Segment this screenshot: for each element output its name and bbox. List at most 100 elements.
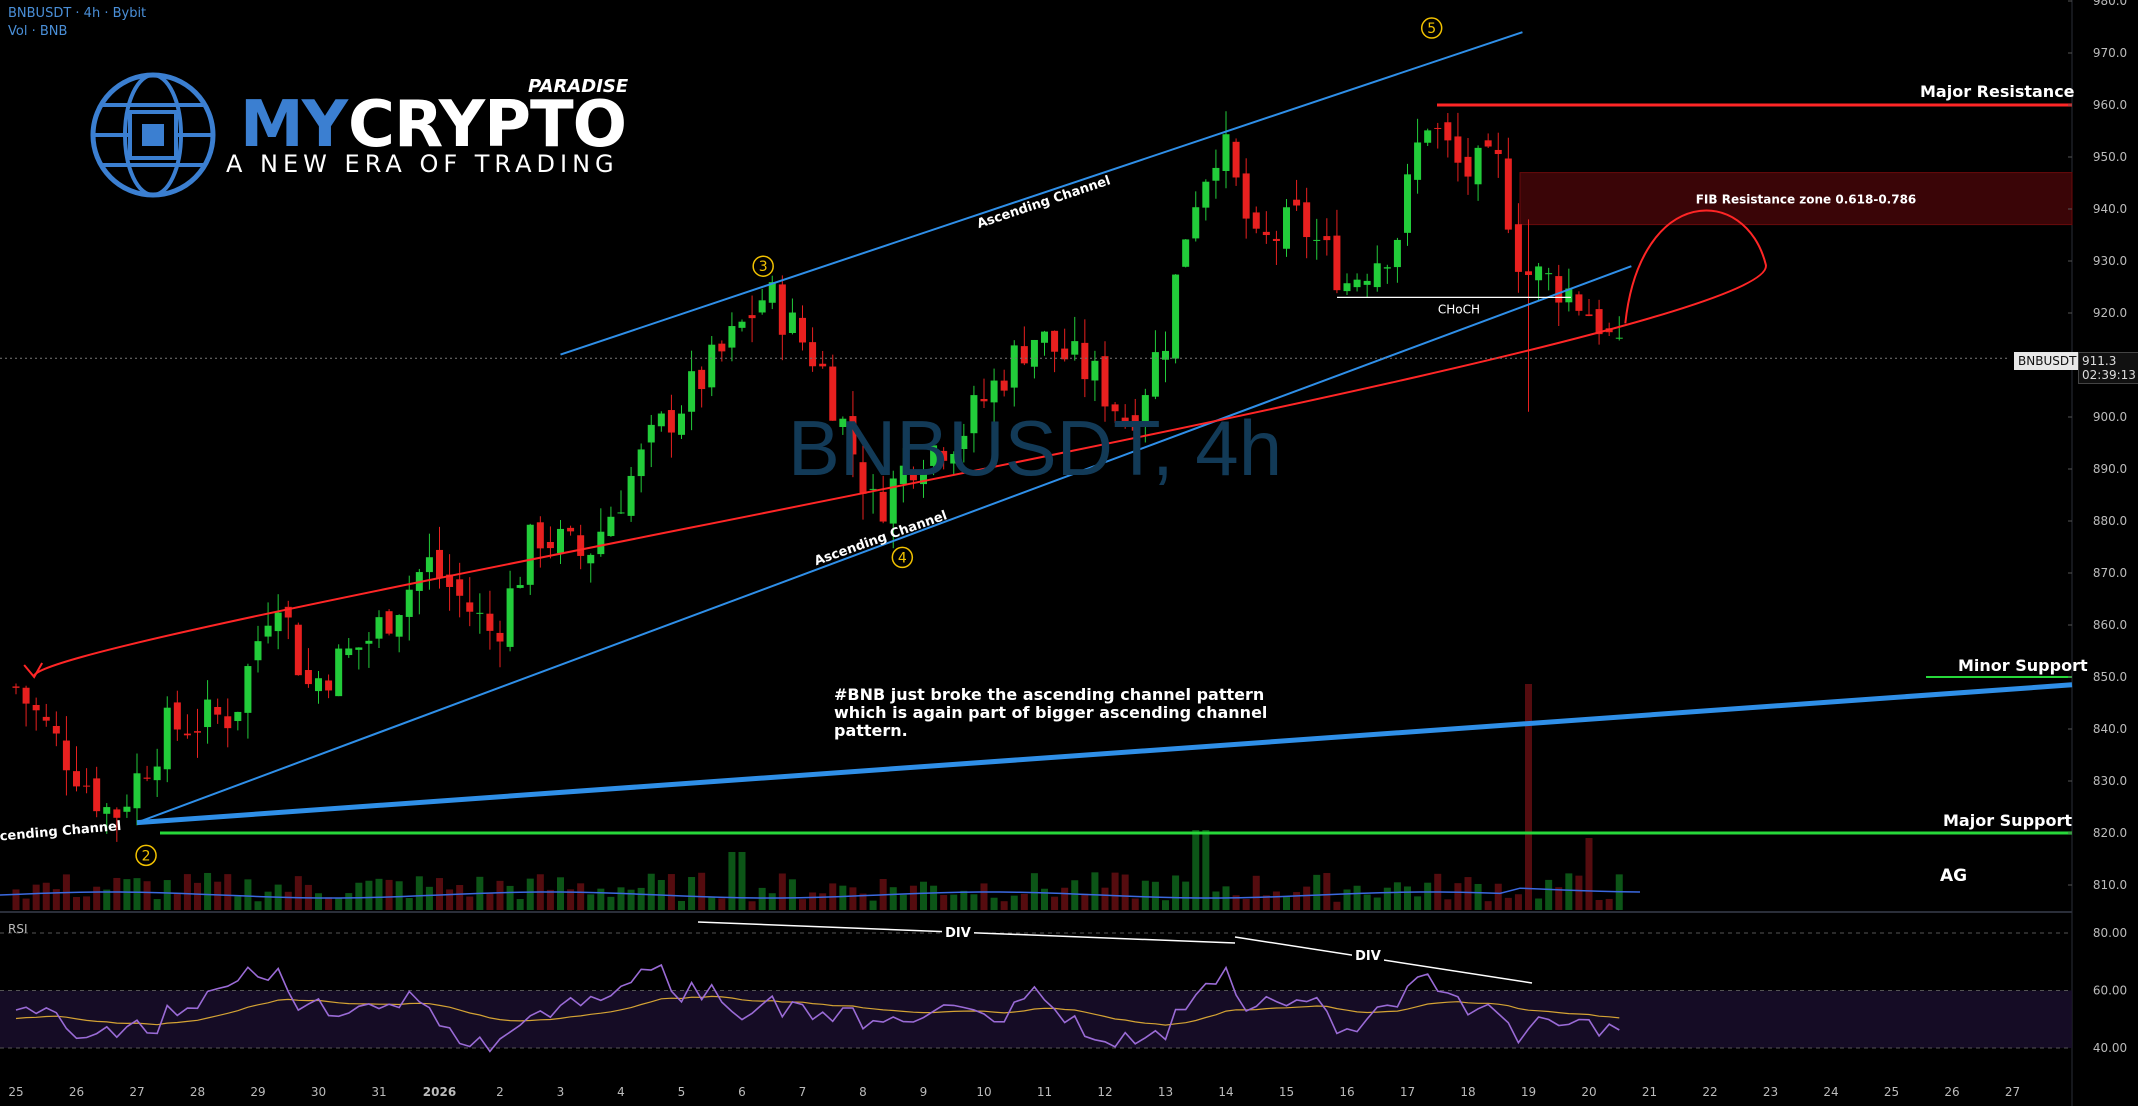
candle-body — [1222, 134, 1230, 171]
candle-body — [1051, 330, 1059, 352]
candle-body — [1111, 404, 1119, 412]
volume-bar — [325, 897, 333, 910]
candle — [899, 447, 907, 503]
candle-body — [1504, 158, 1512, 230]
candle-body — [1474, 147, 1482, 185]
candle — [123, 794, 131, 818]
candle — [1010, 340, 1018, 407]
volume-bar — [1363, 894, 1371, 910]
volume-bar — [607, 896, 615, 910]
candle — [304, 648, 312, 688]
rsi-band — [0, 990, 2072, 1048]
price-tick: 960.0 — [2093, 98, 2127, 112]
volume-bar — [315, 893, 322, 910]
candle-body — [1545, 273, 1553, 275]
price-tick: 830.0 — [2093, 774, 2127, 788]
volume-bar — [1565, 873, 1573, 910]
wave-number: 5 — [1427, 21, 1436, 37]
volume-bar — [950, 894, 958, 910]
candle — [970, 385, 978, 453]
candle — [466, 577, 474, 627]
rsi-ma-line — [15, 995, 1620, 1026]
volume-bar — [194, 882, 201, 910]
candle — [1343, 273, 1351, 295]
volume-bar — [718, 898, 726, 910]
candle-body — [1444, 122, 1452, 141]
volume-bar — [587, 894, 595, 910]
volume-bar — [647, 873, 655, 910]
candle-body — [536, 522, 544, 549]
volume-bar — [496, 880, 504, 910]
wave-label: 5 — [1420, 17, 1443, 39]
volume-bar — [1111, 872, 1119, 910]
candle — [365, 632, 373, 668]
candle-body — [768, 282, 776, 303]
volume-bar — [1504, 897, 1512, 910]
candle-body — [960, 435, 968, 450]
volume-bar — [577, 883, 585, 910]
candle — [1131, 398, 1139, 438]
volume-bar — [1555, 887, 1563, 910]
candle-body — [1565, 288, 1573, 303]
volume-bar — [1272, 891, 1280, 910]
candle — [1182, 239, 1190, 268]
candle-body — [1131, 415, 1139, 431]
volume-bar — [103, 889, 111, 910]
candle-body — [163, 707, 171, 770]
volume-bar — [1071, 880, 1079, 910]
candle — [1151, 330, 1159, 400]
last-price-box: 911.3 02:39:13 — [2078, 352, 2138, 384]
candle — [486, 590, 494, 650]
volume-bar — [768, 893, 776, 910]
candle-body — [1585, 314, 1593, 317]
volume-bar — [204, 872, 212, 910]
candle — [657, 411, 665, 432]
candle-body — [1041, 331, 1048, 343]
candle — [1535, 262, 1543, 302]
candle — [708, 336, 716, 397]
volume-bar — [1192, 830, 1200, 910]
candle — [194, 708, 201, 758]
candle — [637, 443, 645, 493]
volume-bar — [244, 879, 252, 910]
candle-body — [940, 450, 948, 461]
volume-bar — [667, 874, 675, 910]
price-tick: 860.0 — [2093, 618, 2127, 632]
volume-bar — [83, 896, 91, 910]
volume-bar — [1101, 887, 1109, 910]
candle-body — [1333, 235, 1341, 291]
volume-bar — [1131, 898, 1139, 910]
candle — [788, 298, 796, 335]
price-tick: 940.0 — [2093, 202, 2127, 216]
time-tick: 11 — [1037, 1085, 1052, 1099]
candle-body — [516, 585, 524, 588]
candle-body — [405, 589, 413, 617]
candle-body — [133, 773, 141, 809]
volume-bar — [1333, 901, 1341, 910]
rsi-tick: 40.00 — [2093, 1041, 2127, 1055]
candle — [647, 414, 655, 468]
volume-bar — [264, 891, 272, 910]
candle-body — [1081, 342, 1089, 380]
candle — [1373, 245, 1381, 292]
candle — [1484, 133, 1492, 149]
candle — [678, 405, 685, 439]
candle-body — [1162, 350, 1169, 360]
candle — [980, 378, 988, 408]
volume-bar — [365, 880, 373, 910]
candle-body — [506, 588, 514, 647]
volume-bar — [799, 899, 806, 910]
candle — [1071, 316, 1079, 361]
time-tick: 16 — [1339, 1085, 1354, 1099]
candle-body — [879, 491, 887, 522]
volume-bar — [375, 878, 383, 910]
time-tick: 8 — [859, 1085, 867, 1099]
volume-bar — [1575, 875, 1583, 910]
candle-body — [113, 809, 121, 818]
volume-bar — [1141, 880, 1149, 910]
volume-bar — [113, 877, 121, 910]
candle-body — [587, 554, 595, 564]
candle — [315, 670, 322, 704]
volume-bar — [960, 890, 968, 910]
volume-bar — [284, 891, 292, 910]
